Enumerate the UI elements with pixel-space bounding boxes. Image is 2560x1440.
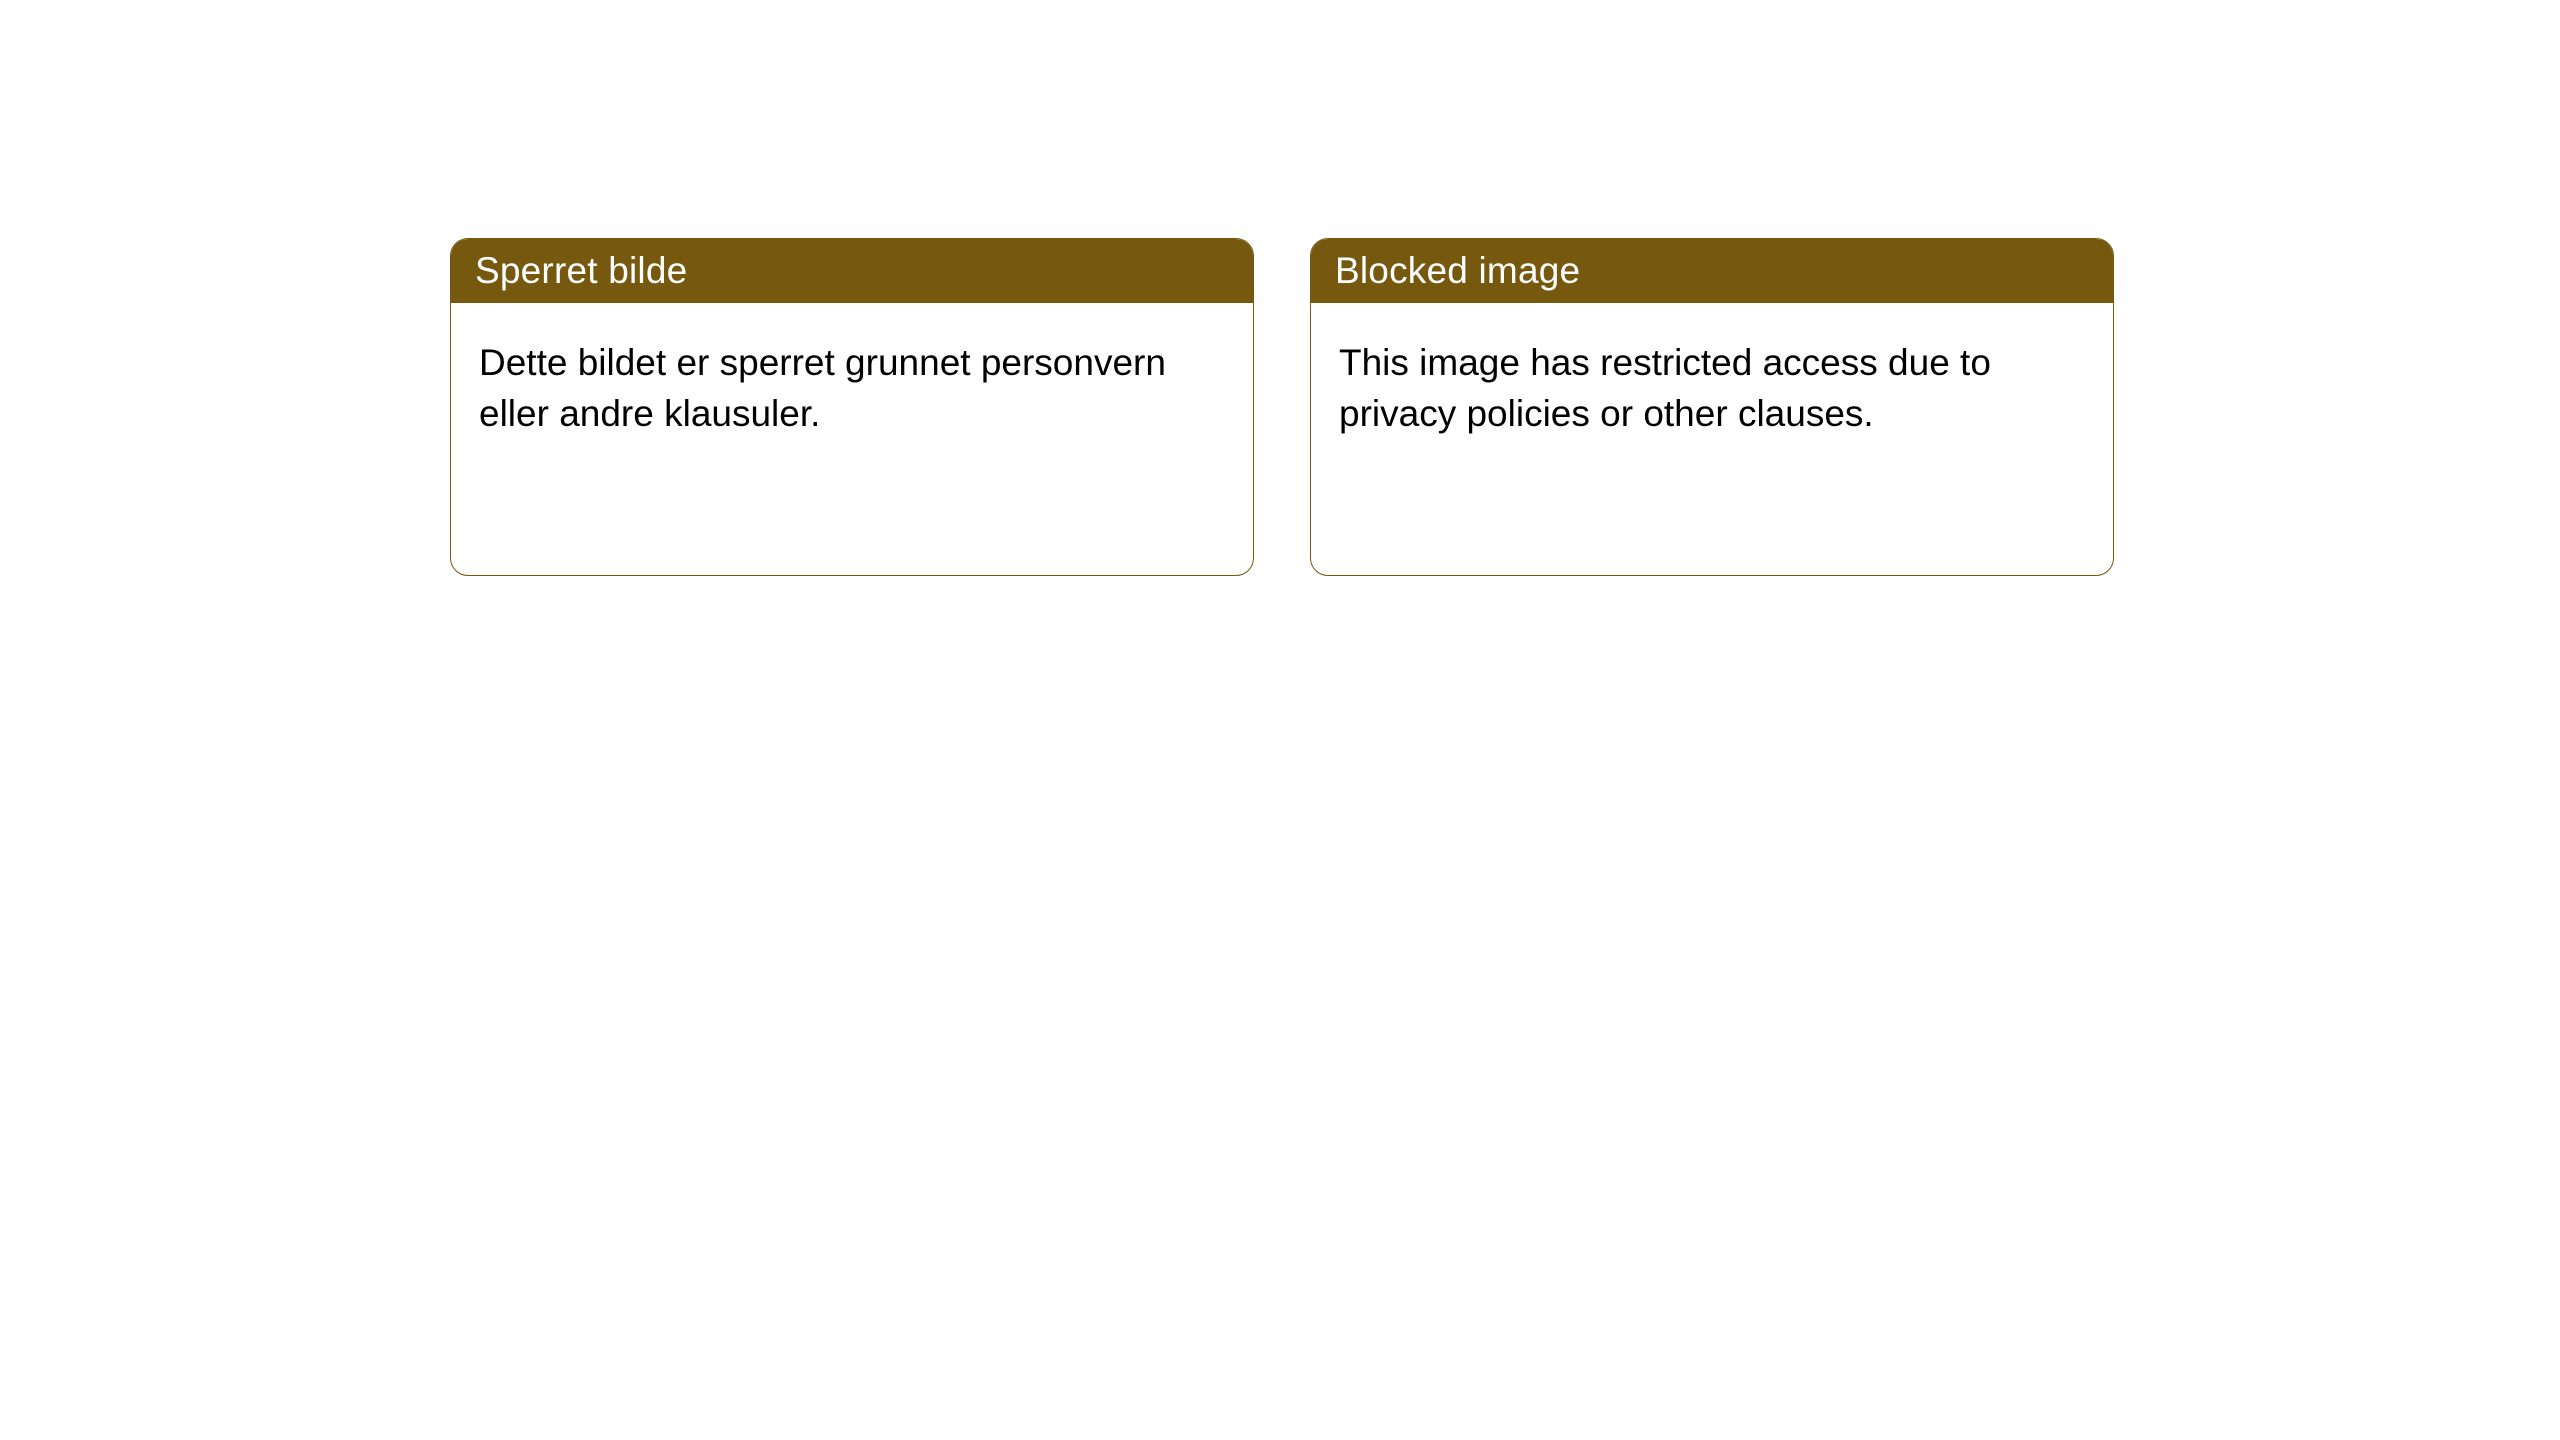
notice-card-norwegian: Sperret bilde Dette bildet er sperret gr… <box>450 238 1254 576</box>
card-header-english: Blocked image <box>1311 239 2113 303</box>
notice-card-english: Blocked image This image has restricted … <box>1310 238 2114 576</box>
card-header-norwegian: Sperret bilde <box>451 239 1253 303</box>
card-body-text: This image has restricted access due to … <box>1339 342 1991 434</box>
card-title: Sperret bilde <box>475 250 687 291</box>
card-title: Blocked image <box>1335 250 1580 291</box>
card-body-text: Dette bildet er sperret grunnet personve… <box>479 342 1166 434</box>
notice-container: Sperret bilde Dette bildet er sperret gr… <box>0 0 2560 576</box>
card-body-norwegian: Dette bildet er sperret grunnet personve… <box>451 303 1253 575</box>
card-body-english: This image has restricted access due to … <box>1311 303 2113 575</box>
